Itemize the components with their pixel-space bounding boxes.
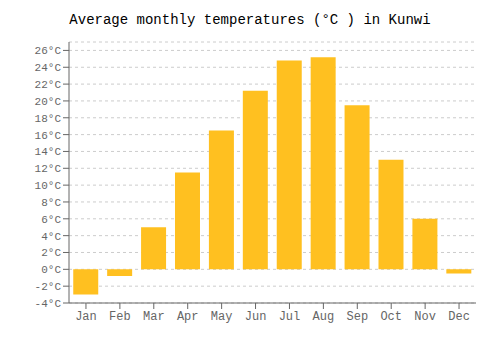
svg-text:8°C: 8°C [41,197,61,209]
svg-text:Nov: Nov [414,310,436,324]
svg-text:10°C: 10°C [35,180,62,192]
svg-text:May: May [211,310,233,324]
svg-text:Feb: Feb [109,310,131,324]
svg-text:Mar: Mar [143,310,165,324]
svg-text:18°C: 18°C [35,113,62,125]
svg-text:16°C: 16°C [35,130,62,142]
svg-text:20°C: 20°C [35,96,62,108]
svg-text:12°C: 12°C [35,163,62,175]
svg-text:Aug: Aug [313,310,335,324]
svg-text:Apr: Apr [177,310,199,324]
svg-text:14°C: 14°C [35,146,62,158]
svg-text:Jan: Jan [75,310,97,324]
svg-text:Jul: Jul [279,310,301,324]
svg-text:Sep: Sep [346,310,368,324]
svg-text:-2°C: -2°C [35,281,62,293]
svg-text:Oct: Oct [380,310,402,324]
svg-text:Jun: Jun [245,310,267,324]
html-text:Average monthly temperatures (: Average monthly temperatures (°C ) in Ku… [69,12,431,28]
svg-text:2°C: 2°C [41,247,61,259]
svg-text:24°C: 24°C [35,62,62,74]
svg-text:-4°C: -4°C [35,298,62,310]
svg-text:0°C: 0°C [41,264,61,276]
svg-text:26°C: 26°C [35,45,62,57]
svg-text:Dec: Dec [448,310,470,324]
svg-text:22°C: 22°C [35,79,62,91]
svg-text:6°C: 6°C [41,214,61,226]
svg-text:4°C: 4°C [41,231,61,243]
